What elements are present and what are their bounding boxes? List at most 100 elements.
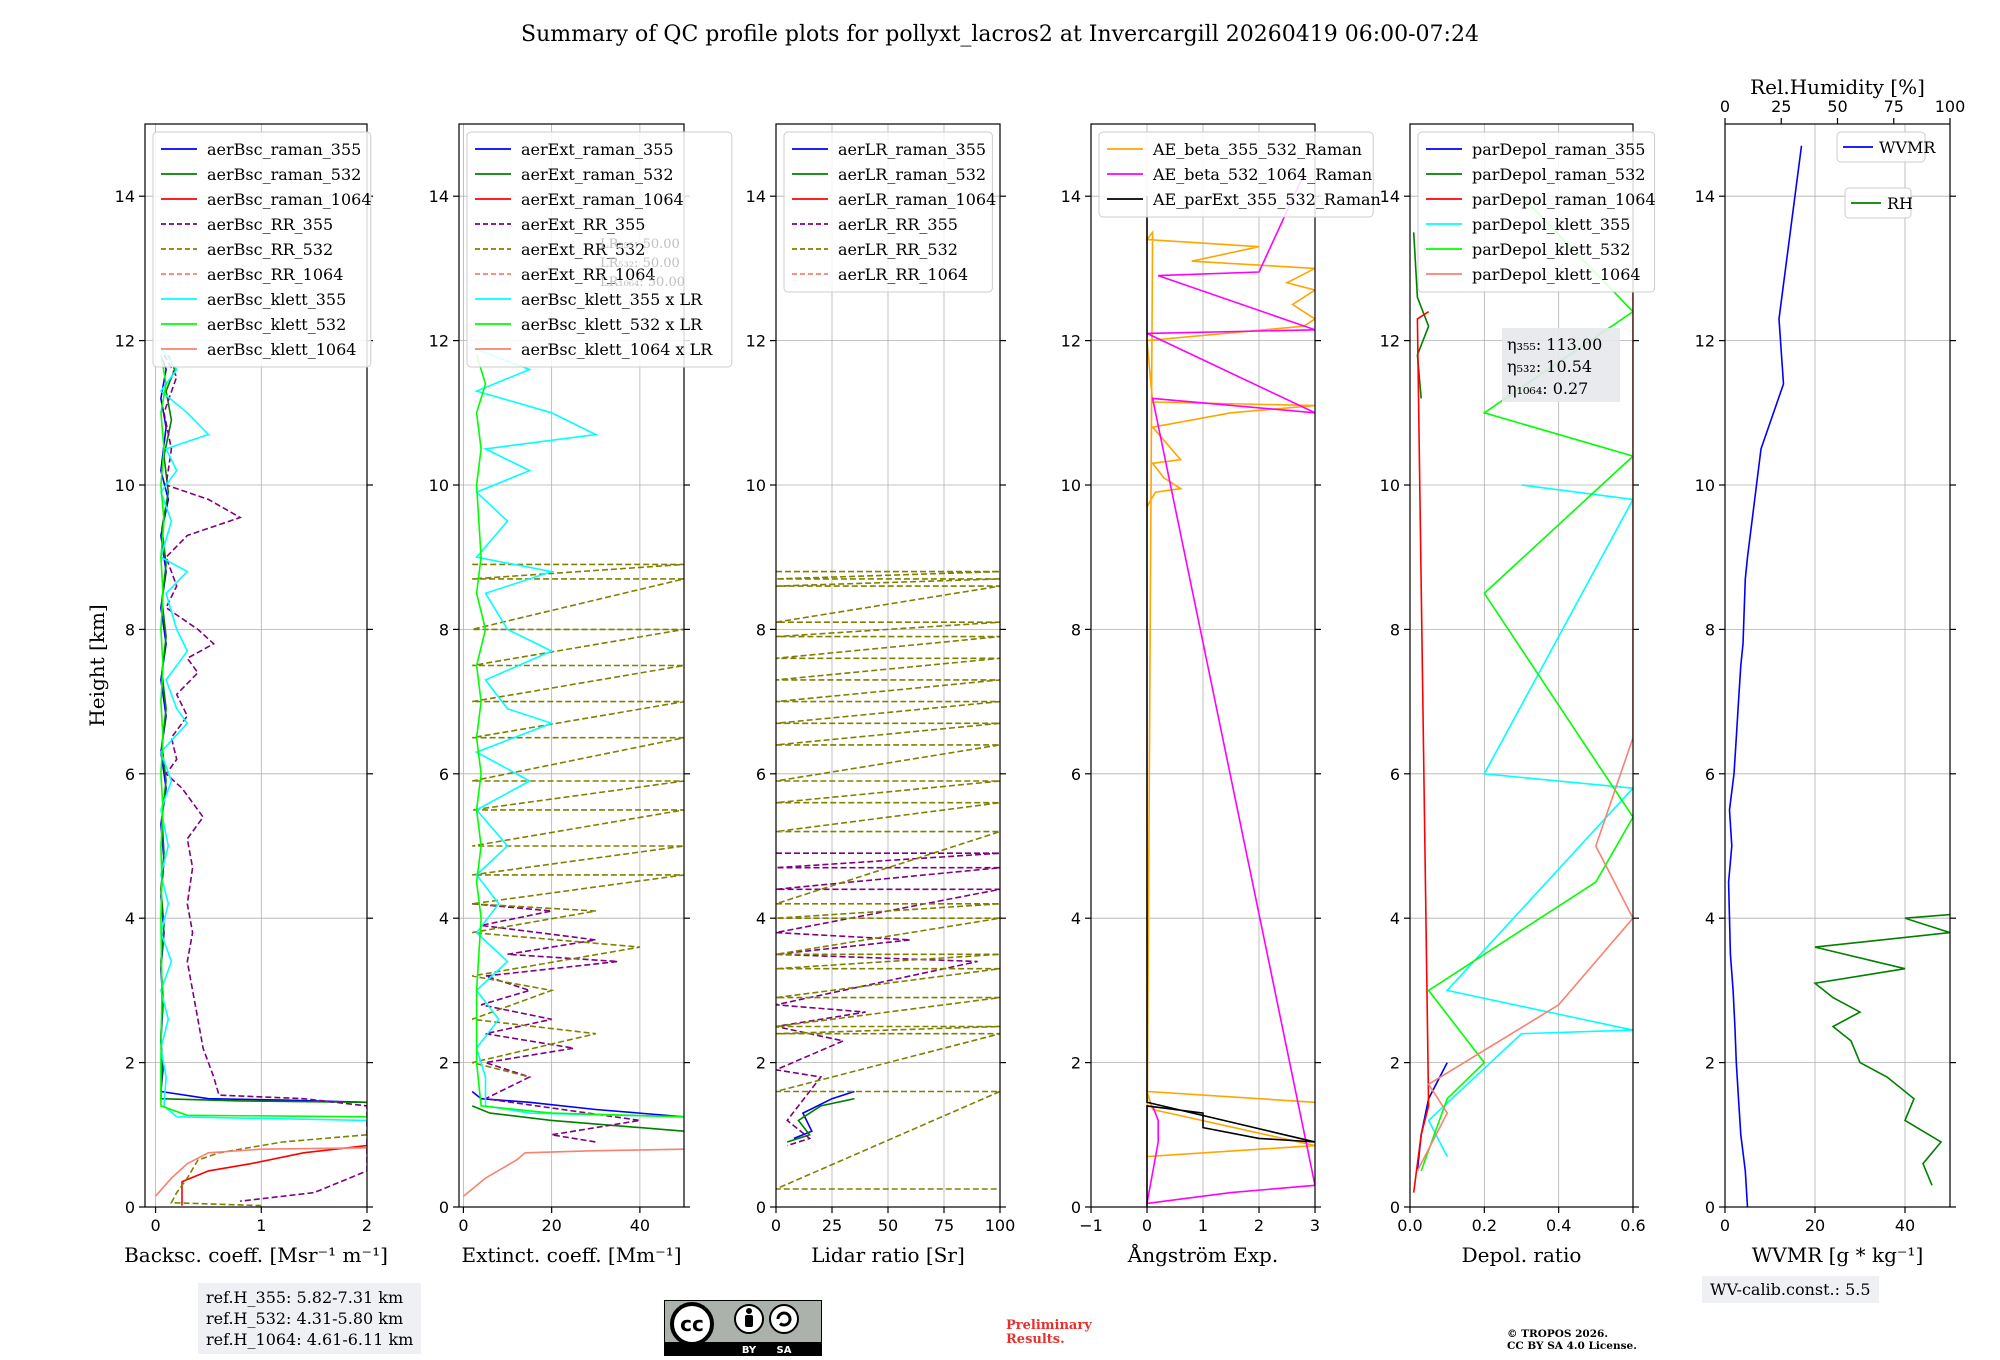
y-tick-label: 2 [1071, 1054, 1081, 1073]
series-line-aerext-rr-532 [471, 563, 684, 1078]
legend-entry: aerBsc_RR_532 [207, 240, 333, 259]
y-tick-label: 12 [746, 332, 766, 351]
sa-label: SA [777, 1345, 792, 1356]
legend-entry: aerLR_raman_1064 [838, 190, 996, 209]
series-line-aerbsc-klett-532-x-lr [475, 354, 684, 1118]
y-tick-label: 10 [746, 476, 766, 495]
legend: parDepol_raman_355 parDepol_raman_532 parD… [1417, 131, 1656, 293]
y-tick-label: 10 [1380, 476, 1400, 495]
legend-entry: WVMR [1879, 138, 1936, 157]
y-tick-label: 8 [756, 620, 766, 639]
series-line-ae-beta-532-1064-raman [1146, 174, 1315, 1205]
legend: WVMR RH [1836, 131, 1936, 219]
x-tick-label: 0.2 [1472, 1216, 1497, 1235]
preliminary-line-1: Preliminary [1006, 1318, 1092, 1333]
x-tick-label: 3 [1310, 1216, 1320, 1235]
y-tick-label: 2 [439, 1054, 449, 1073]
figure-title: Summary of QC profile plots for pollyxt_… [521, 22, 1479, 47]
x-axis-label: Depol. ratio [1462, 1243, 1582, 1267]
eta-note-line: η₁₀₆₄: 0.27 [1507, 379, 1588, 398]
x-axis-label: Backsc. coeff. [Msr⁻¹ m⁻¹] [124, 1243, 388, 1267]
legend-entry: parDepol_raman_355 [1472, 140, 1645, 159]
x-tick-label: 40 [630, 1216, 650, 1235]
lidar-ratio-note: LR₃₅₅: 50.00 LR₅₃₂: 50.00 LR₁₀₆₄: 50.00 [600, 237, 685, 290]
eta-note-line: η₃₅₅: 113.00 [1507, 335, 1602, 354]
legend-box [1417, 131, 1656, 293]
x-axis-label: WVMR [g * kg⁻¹] [1752, 1243, 1924, 1267]
series-line-aerbsc-rr-355 [163, 354, 367, 1202]
eta-note-line: η₅₃₂: 10.54 [1507, 357, 1592, 376]
wv-calibration-box: WV-calib.const.: 5.5 [1702, 1276, 1879, 1303]
x-tick-label: 0 [771, 1216, 781, 1235]
top-x-tick-label: 100 [1935, 97, 1966, 116]
legend-box [783, 131, 993, 293]
y-tick-label: 4 [1071, 909, 1081, 928]
y-tick-label: 4 [1390, 909, 1400, 928]
panel-3: 0 25 50 75 100 0 2 4 6 8 10 12 14 Lidar ratio [Sr] aer… [746, 123, 1015, 1267]
lidar-ratio-note-line: LR₃₅₅: 50.00 [600, 237, 680, 252]
x-tick-label: 40 [1895, 1216, 1915, 1235]
legend-entry: aerBsc_klett_532 [207, 315, 346, 334]
y-axis-label: Height [km] [85, 604, 109, 726]
plot-frame [1409, 123, 1634, 1208]
plot-frame [458, 123, 685, 1208]
top-x-tick-label: 50 [1827, 97, 1847, 116]
lidar-ratio-note-line: LR₁₀₆₄: 50.00 [600, 275, 685, 290]
series-line-aerbsc-klett-355 [159, 347, 367, 1122]
legend-entry: parDepol_raman_532 [1472, 165, 1645, 184]
series-line-aerext-rr-355 [472, 903, 641, 1143]
legend-entry: aerBsc_raman_1064 [207, 190, 372, 209]
cc-icon [670, 1302, 714, 1346]
legend-entry: aerBsc_klett_355 x LR [521, 290, 703, 309]
legend-box [152, 131, 372, 368]
y-tick-label: 2 [1390, 1054, 1400, 1073]
legend-entry: parDepol_klett_1064 [1472, 265, 1641, 284]
series-line-aerbsc-raman-532 [160, 354, 367, 1104]
ref-height-532: ref.H_532: 4.31-5.80 km [206, 1309, 404, 1328]
panel-5: 0.0 0.2 0.4 0.6 0 2 4 6 8 10 12 14 Depol. ratio parDe… [1380, 123, 1656, 1267]
y-tick-label: 10 [115, 476, 135, 495]
series-line-aerbsc-klett-355-x-lr [471, 347, 684, 1118]
series-group [154, 347, 367, 1207]
x-tick-label: 0 [150, 1216, 160, 1235]
legend-entry: aerBsc_raman_532 [207, 165, 361, 184]
y-tick-label: 6 [439, 765, 449, 784]
legend-entry: aerBsc_RR_1064 [207, 265, 343, 284]
legend-entry: RH [1887, 194, 1913, 213]
y-tick-label: 12 [429, 332, 449, 351]
x-tick-label: 1 [256, 1216, 266, 1235]
x-tick-label: 0.6 [1620, 1216, 1645, 1235]
y-tick-label: 0 [1390, 1198, 1400, 1217]
y-tick-label: 14 [746, 187, 766, 206]
legend-entry: parDepol_klett_355 [1472, 215, 1630, 234]
legend-entry: AE_parExt_355_532_Raman [1152, 190, 1381, 209]
legend: aerBsc_raman_355 aerBsc_raman_532 aerBsc_r… [152, 131, 372, 368]
x-tick-label: 2 [362, 1216, 372, 1235]
y-tick-label: 8 [125, 620, 135, 639]
legend-entry: aerLR_raman_355 [838, 140, 986, 159]
series-line-aerlr-raman-532 [786, 1097, 855, 1143]
by-label: BY [742, 1345, 757, 1356]
series-line-ae-parext-355-532-raman [1146, 196, 1315, 1207]
series-line-aerlr-rr-355 [776, 852, 1000, 1147]
legend: aerLR_raman_355 aerLR_raman_532 aerLR_rama… [783, 131, 996, 293]
reference-heights-box: ref.H_355: 5.82-7.31 km ref.H_532: 4.31-… [198, 1283, 422, 1354]
series-line-aerbsc-rr-532 [170, 1134, 367, 1207]
legend-entry: aerBsc_klett_1064 [207, 340, 356, 359]
series-line-aerext-raman-355 [471, 1090, 684, 1118]
y-tick-label: 2 [125, 1054, 135, 1073]
y-tick-label: 12 [115, 332, 135, 351]
y-tick-label: 2 [1705, 1054, 1715, 1073]
legend-entry: aerExt_raman_532 [521, 165, 674, 184]
legend-entry: aerBsc_klett_1064 x LR [521, 340, 713, 359]
legend-entry: aerBsc_klett_355 [207, 290, 346, 309]
y-tick-label: 6 [1071, 765, 1081, 784]
y-tick-label: 8 [1705, 620, 1715, 639]
legend-entry: aerExt_raman_1064 [521, 190, 684, 209]
top-x-tick-label: 0 [1720, 97, 1730, 116]
y-tick-label: 0 [125, 1198, 135, 1217]
x-axis-label: Extinct. coeff. [Mm⁻¹] [461, 1243, 681, 1267]
y-tick-label: 4 [1705, 909, 1715, 928]
copyright-line-2: CC BY SA 4.0 License. [1507, 1340, 1637, 1352]
